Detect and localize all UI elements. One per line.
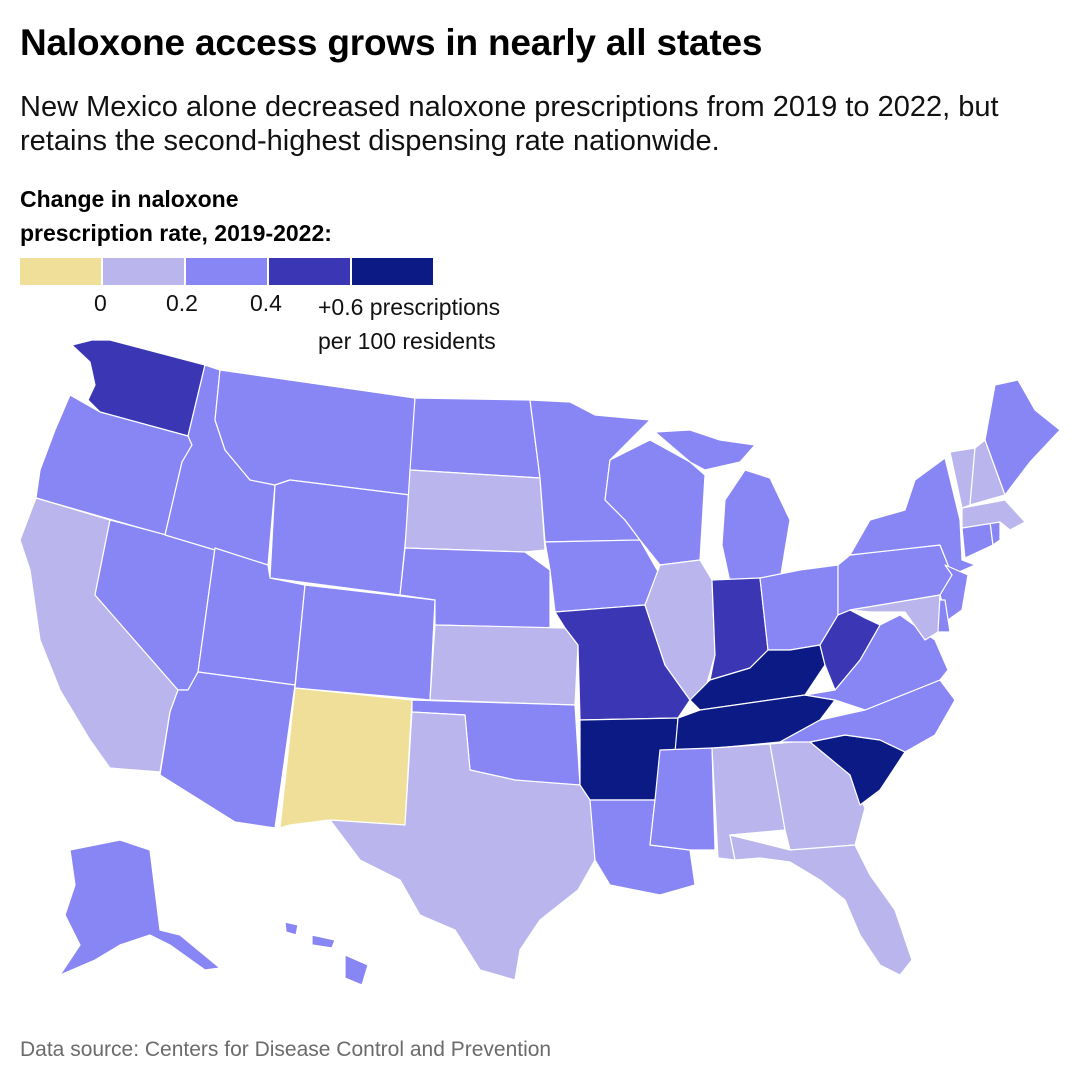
legend-color-scale: [20, 258, 433, 285]
state-MD[interactable]: [849, 594, 941, 641]
legend-unit-line2: per 100 residents: [318, 328, 496, 354]
legend-swatch-0-0.2: [103, 258, 184, 285]
state-HI[interactable]: [284, 921, 369, 986]
legend-swatch-below-0: [20, 258, 101, 285]
state-NC[interactable]: [779, 679, 956, 753]
state-FL[interactable]: [729, 834, 913, 976]
legend-title-line2: prescription rate, 2019-2022:: [20, 220, 332, 246]
state-KS[interactable]: [429, 624, 579, 706]
state-MS[interactable]: [649, 747, 716, 851]
state-MI-UP[interactable]: [654, 429, 756, 471]
legend-tick-0.4: 0.4: [250, 290, 282, 316]
legend-title-line1: Change in naloxone: [20, 186, 239, 212]
state-MI[interactable]: [721, 469, 791, 583]
state-ND[interactable]: [409, 397, 541, 479]
legend-unit-line1: +0.6 prescriptions: [318, 294, 501, 320]
legend-swatch-above-0.6: [352, 258, 433, 285]
legend-unit: +0.6 prescriptions per 100 residents: [318, 290, 500, 358]
legend-tick-0.2: 0.2: [166, 290, 198, 316]
state-NY[interactable]: [849, 457, 976, 576]
legend-tick-0: 0: [94, 290, 107, 316]
state-WY[interactable]: [269, 479, 411, 596]
us-state-map: [19, 339, 1061, 986]
legend-title: Change in naloxone prescription rate, 20…: [20, 182, 440, 250]
state-IA[interactable]: [544, 539, 661, 613]
legend-swatch-0.2-0.4: [186, 258, 267, 285]
state-AZ[interactable]: [159, 671, 296, 829]
state-SD[interactable]: [404, 469, 546, 553]
state-ME[interactable]: [984, 379, 1061, 496]
data-source-note: Data source: Centers for Disease Control…: [20, 1038, 552, 1061]
state-CO[interactable]: [294, 584, 436, 701]
state-NM[interactable]: [279, 687, 413, 829]
chart-subtitle: New Mexico alone decreased naloxone pres…: [20, 91, 999, 157]
chart-title: Naloxone access grows in nearly all stat…: [20, 22, 763, 63]
state-AK[interactable]: [59, 839, 221, 976]
legend-swatch-0.4-0.6: [269, 258, 350, 285]
state-TX[interactable]: [329, 711, 596, 981]
state-MA[interactable]: [961, 499, 1026, 531]
